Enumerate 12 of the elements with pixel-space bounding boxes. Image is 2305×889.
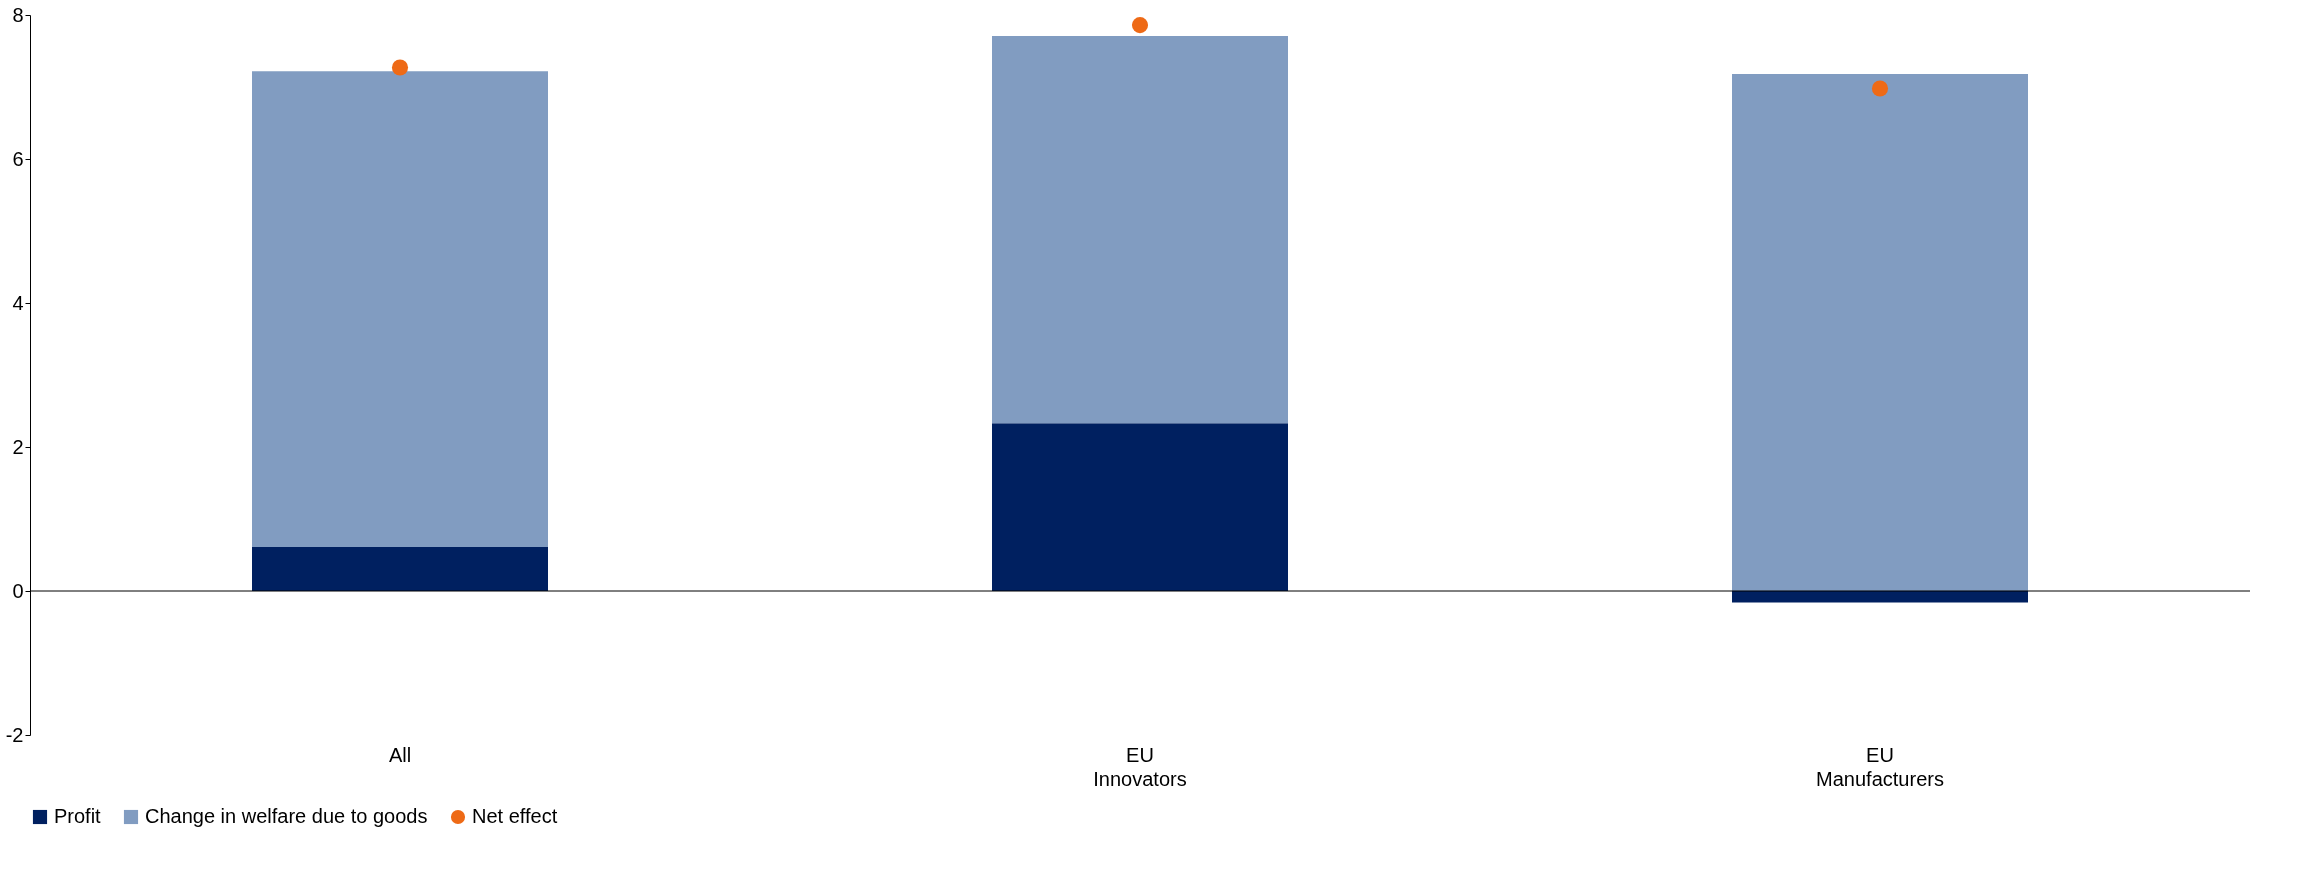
- y-tick-label: 4: [12, 291, 24, 314]
- y-tick-label: 8: [12, 3, 24, 26]
- legend-label: Profit: [54, 805, 102, 827]
- y-tick-label: -2: [5, 723, 24, 746]
- y-tick-label: 0: [12, 579, 24, 602]
- y-tick-label: 2: [12, 435, 24, 458]
- x-tick-label: EU Innovators: [1093, 743, 1187, 790]
- legend-label: Change in welfare due to goods: [145, 805, 428, 827]
- y-tick-label: 6: [12, 147, 24, 170]
- x-tick-label: EU Manufacturers: [1816, 743, 1944, 790]
- legend-label: Net effect: [472, 805, 558, 827]
- x-tick-label: All: [388, 743, 412, 766]
